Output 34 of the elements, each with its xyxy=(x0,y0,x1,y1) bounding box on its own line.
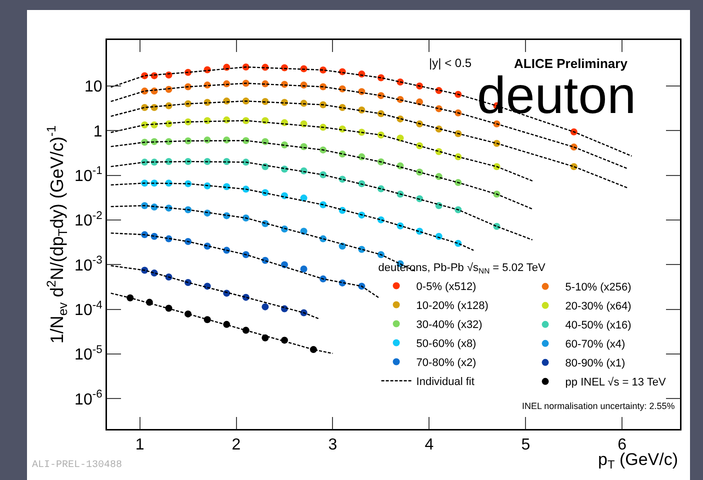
y-tick-label: 10$^{-2}$ xyxy=(74,210,102,230)
x-tick-label: 5 xyxy=(521,436,530,454)
x-tick-label: 2 xyxy=(232,436,241,454)
legend-label: 70-80% (x2) xyxy=(416,357,476,370)
legend-label: 5-10% (x256) xyxy=(565,282,632,294)
legend-label: 30-40% (x32) xyxy=(416,319,482,332)
point xyxy=(416,98,424,106)
line-series xyxy=(110,265,320,320)
line-series xyxy=(110,292,334,354)
point xyxy=(300,266,308,273)
x-tick-label: 4 xyxy=(424,436,434,454)
text: ALI-PREL-130488 xyxy=(32,460,122,471)
line-series xyxy=(110,232,380,298)
y-tick-label: 10$^{-3}$ xyxy=(74,254,102,274)
legend-label: Individual fit xyxy=(416,376,474,388)
point xyxy=(262,303,269,310)
x-tick-label: 3 xyxy=(328,436,338,454)
legend-label: 0-5% (x512) xyxy=(416,281,476,294)
annotation: INEL normalisation uncertainty: 2.55% xyxy=(522,401,675,411)
legend-label: 80-90% (x1) xyxy=(565,358,626,370)
legend-label: pp INEL √s = 13 TeV xyxy=(565,376,666,389)
y-tick-label: 10$^{-1}$ xyxy=(74,165,102,185)
legend-label: 20-30% (x64) xyxy=(565,300,632,313)
annotation: |y| < 0.5 xyxy=(429,56,472,70)
y-tick-label: 1 xyxy=(93,123,102,140)
y-tick-label: 10 xyxy=(84,78,102,96)
legend-label: 10-20% (x128) xyxy=(416,300,488,312)
legend-label: 50-60% (x8) xyxy=(416,338,476,350)
y-tick-label: 10$^{-4}$ xyxy=(74,299,102,319)
y-tick-label: 10$^{-6}$ xyxy=(74,388,102,408)
legend-label: 60-70% (x4) xyxy=(565,338,626,351)
legend-label: 40-50% (x16) xyxy=(565,320,632,332)
y-tick-label: 10$^{-5}$ xyxy=(74,344,102,364)
x-tick-label: 1 xyxy=(135,436,144,454)
